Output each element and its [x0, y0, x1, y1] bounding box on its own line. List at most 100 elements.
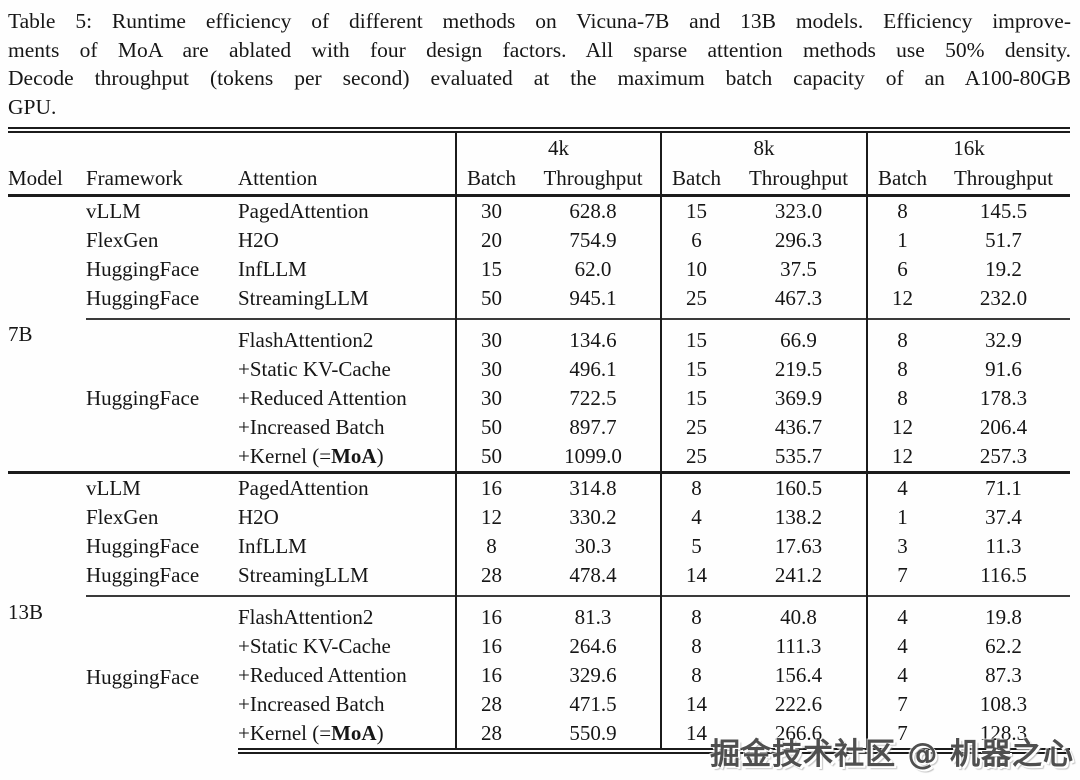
header-throughput-4k: Throughput — [526, 163, 662, 197]
header-throughput-8k: Throughput — [731, 163, 868, 197]
throughput-cell: 478.4 — [569, 563, 617, 587]
table-row: +Increased Batch 50 897.7 25 436.7 12 206.4 — [8, 413, 1070, 442]
attention-cell: StreamingLLM — [238, 563, 369, 587]
throughput-cell: 535.7 — [774, 444, 823, 468]
throughput-cell: 32.9 — [937, 318, 1071, 355]
caption-line-2: ments of MoA are ablated with four desig… — [8, 37, 1071, 62]
batch-cell: 4 — [866, 471, 938, 503]
attention-cell: H2O — [238, 505, 279, 529]
batch-cell: 30 — [455, 355, 527, 384]
batch-cell: 8 — [866, 195, 938, 226]
throughput-cell: 128.3 — [937, 719, 1071, 754]
header-model: Model — [8, 163, 86, 197]
batch-cell: 16 — [455, 471, 527, 503]
throughput-cell: 550.9 — [526, 719, 662, 754]
site-watermark: 掘金技术社区 @ 机器之心 — [710, 737, 1074, 772]
batch-cell: 4 — [866, 632, 938, 661]
attention-cell: +Static KV-Cache — [238, 357, 391, 381]
batch-cell: 50 — [455, 442, 527, 473]
attention-cell: PagedAttention — [238, 471, 457, 503]
throughput-cell: 369.9 — [774, 386, 823, 410]
batch-cell: 4 — [660, 503, 732, 532]
throughput-cell: 264.6 — [569, 634, 617, 658]
batch-cell: 16 — [455, 661, 527, 690]
framework-cell: HuggingFace — [86, 534, 200, 558]
model-cell: 7B — [8, 321, 33, 346]
throughput-cell: 111.3 — [775, 634, 822, 658]
attention-bold-part: MoA — [331, 721, 377, 745]
batch-cell: 30 — [455, 318, 527, 355]
batch-cell: 50 — [455, 284, 527, 319]
table-row: +Static KV-Cache 16 264.6 8 111.3 4 62.2 — [8, 632, 1070, 661]
header-attention: Attention — [238, 163, 457, 197]
batch-cell: 6 — [866, 255, 938, 284]
table-row: FlexGen H2O 20 754.9 6 296.3 1 51.7 — [8, 226, 1070, 255]
batch-cell: 12 — [455, 503, 527, 532]
throughput-cell: 1099.0 — [564, 444, 622, 468]
throughput-cell: 232.0 — [979, 286, 1028, 310]
batch-cell: 12 — [866, 284, 938, 319]
batch-cell: 8 — [660, 471, 732, 503]
throughput-cell: 897.7 — [569, 415, 617, 439]
header-sub-row: Model Framework Attention Batch Throughp… — [8, 163, 1071, 197]
batch-cell: 15 — [660, 384, 732, 413]
table-row: +Reduced Attention 30 722.5 15 369.9 8 178.3 — [8, 384, 1070, 413]
throughput-cell: 323.0 — [774, 199, 823, 223]
throughput-cell: 628.8 — [569, 199, 617, 223]
table-row: +Reduced Attention 16 329.6 8 156.4 4 87.3 — [8, 661, 1070, 690]
batch-cell: 12 — [866, 442, 938, 473]
throughput-cell: 71.1 — [937, 471, 1071, 503]
throughput-cell: 206.4 — [979, 415, 1028, 439]
batch-cell: 30 — [455, 384, 527, 413]
table-row: +Kernel (=MoA) 28 550.9 14 266.6 7 128.3 — [8, 719, 1071, 754]
batch-cell: 7 — [866, 561, 938, 596]
batch-cell: 12 — [866, 413, 938, 442]
table-row: FlexGen H2O 12 330.2 4 138.2 1 37.4 — [8, 503, 1070, 532]
framework-cell: HuggingFace — [86, 563, 200, 587]
attention-cell: +Static KV-Cache — [238, 634, 391, 658]
attention-cell: +Reduced Attention — [238, 386, 407, 410]
batch-cell: 28 — [455, 719, 527, 754]
throughput-cell: 222.6 — [774, 692, 823, 716]
attention-cell: H2O — [238, 228, 279, 252]
attention-cell: InfLLM — [238, 534, 307, 558]
batch-cell: 15 — [660, 195, 732, 226]
throughput-cell: 138.2 — [774, 505, 823, 529]
throughput-cell: 19.8 — [937, 595, 1071, 632]
batch-cell: 15 — [660, 318, 732, 355]
table-row: +Kernel (=MoA) 50 1099.0 25 535.7 12 257.3 — [8, 442, 1070, 473]
table-row: 13B vLLM PagedAttention 16 314.8 8 160.5 4 71.1 — [8, 471, 1071, 751]
header-framework: Framework — [86, 163, 238, 197]
throughput-cell: 37.5 — [780, 257, 817, 281]
throughput-cell: 330.2 — [569, 505, 617, 529]
batch-cell: 4 — [866, 661, 938, 690]
framework-span-cell: HuggingFace — [86, 318, 238, 473]
header-throughput-16k: Throughput — [937, 163, 1071, 197]
throughput-cell: 296.3 — [774, 228, 823, 252]
attention-cell: FlashAttention2 — [238, 318, 457, 355]
batch-cell: 30 — [455, 195, 527, 226]
throughput-cell: 51.7 — [985, 228, 1022, 252]
batch-cell: 16 — [455, 595, 527, 632]
throughput-cell: 178.3 — [979, 386, 1028, 410]
throughput-cell: 257.3 — [979, 444, 1028, 468]
throughput-cell: 467.3 — [774, 286, 823, 310]
batch-cell: 8 — [866, 318, 938, 355]
throughput-cell: 62.0 — [574, 257, 612, 281]
throughput-cell: 108.3 — [979, 692, 1028, 716]
attention-cell: StreamingLLM — [238, 286, 369, 310]
batch-cell: 4 — [866, 595, 938, 632]
batch-cell: 8 — [660, 661, 732, 690]
attention-cell: +Increased Batch — [238, 692, 385, 716]
throughput-cell: 219.5 — [774, 357, 823, 381]
batch-cell: 5 — [660, 532, 732, 561]
throughput-cell: 266.6 — [731, 719, 868, 754]
batch-cell: 8 — [455, 532, 527, 561]
framework-cell: FlexGen — [86, 505, 159, 529]
throughput-cell: 754.9 — [569, 228, 617, 252]
table-row: 7B vLLM PagedAttention 30 628.8 15 323.0 8 145.5 — [8, 195, 1070, 346]
throughput-cell: 40.8 — [731, 595, 868, 632]
framework-cell: HuggingFace — [86, 257, 200, 281]
caption-line-1: Table 5: Runtime efficiency of different… — [8, 9, 1071, 33]
batch-cell: 1 — [866, 226, 938, 255]
